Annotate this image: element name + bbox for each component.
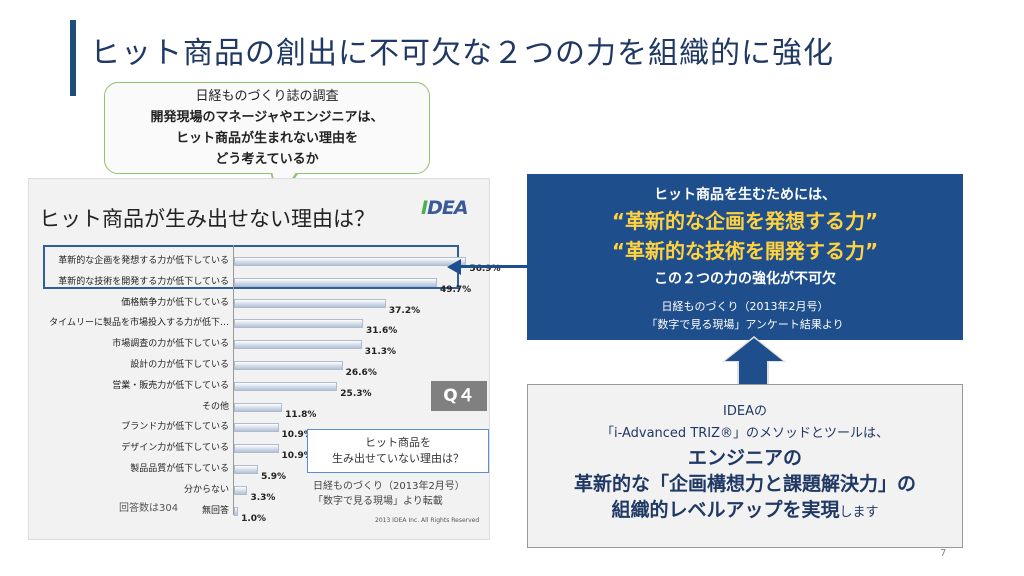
- key-line4: この２つの力の強化が不可欠: [654, 271, 836, 287]
- key-source2: 「数字で見る現場」アンケート結果より: [646, 318, 844, 331]
- bar: [234, 319, 364, 329]
- key-source1: 日経ものづくり（2013年2月号）: [661, 300, 829, 313]
- chart-axis: [233, 245, 234, 515]
- up-arrow-body: [737, 361, 769, 385]
- solution-box: IDEAの 「i-Advanced TRIZ®」のメソッドとツールは、 エンジニ…: [527, 384, 963, 548]
- bar: [234, 381, 338, 391]
- bar: [234, 485, 248, 495]
- page-title: ヒット商品の創出に不可欠な２つの力を組織的に強化: [90, 36, 834, 71]
- bar-value-label: 49.7%: [439, 284, 472, 295]
- bar-value-label: 26.6%: [345, 368, 377, 378]
- bar-value-label: 31.6%: [366, 326, 398, 337]
- category-label: 無回答: [201, 505, 229, 516]
- bar: [234, 361, 343, 370]
- category-label: 設計の力が低下している: [130, 360, 229, 370]
- bar-value-label: 11.8%: [285, 409, 317, 420]
- key-message-box: ヒット商品を生むためには、 “革新的な企画を発想する力” “革新的な技術を開発す…: [527, 174, 963, 340]
- category-label: 市場調査の力が低下している: [112, 339, 229, 350]
- solution-line4: 革新的な「企画構想力と課題解決力」の: [573, 473, 916, 495]
- key-line2: “革新的な企画を発想する力”: [611, 209, 879, 233]
- chart-source: 日経ものづくり（2013年2月号） 「数字で見る現場」より転載: [313, 479, 465, 509]
- bar: [234, 465, 259, 474]
- bubble-line2: 開発現場のマネージャやエンジニアは、: [150, 110, 384, 125]
- solution-line2: 「i-Advanced TRIZ®」のメソッドとツールは、: [600, 426, 890, 441]
- bubble-line1: 日経ものづくり誌の調査: [195, 89, 339, 104]
- category-label: 革新的な企画を発想する力が低下している: [58, 256, 229, 266]
- category-label: 価格競争力が低下している: [121, 297, 229, 308]
- bar-value-label: 56.9%: [469, 264, 501, 274]
- bar-value-label: 1.0%: [241, 513, 267, 524]
- solution-line5: 組織的レベルアップを実現します: [611, 499, 879, 521]
- chart-source-line1: 日経ものづくり（2013年2月号）: [313, 481, 465, 492]
- chart-source-line2: 「数字で見る現場」より転載: [313, 496, 443, 507]
- up-arrow-inner: [725, 338, 783, 361]
- bar: [234, 257, 467, 266]
- bar: [234, 298, 386, 308]
- category-label: 製品品質が低下している: [130, 464, 229, 474]
- category-label: タイムリーに製品を市場投入する力が低下…: [49, 318, 229, 329]
- respondent-count: 回答数は304: [119, 503, 179, 514]
- bar-value-label: 3.3%: [250, 492, 276, 503]
- bar-value-label: 37.2%: [388, 305, 421, 316]
- category-label: その他: [201, 401, 229, 412]
- bubble-line3: ヒット商品が生まれない理由を: [175, 131, 358, 146]
- bar: [234, 423, 279, 433]
- idea-logo: IDEA: [421, 197, 469, 219]
- solution-line3: エンジニアの: [687, 447, 802, 469]
- bar: [234, 340, 362, 350]
- bubble-line4: どう考えているか: [215, 152, 319, 167]
- category-label: ブランド力が低下している: [121, 422, 229, 433]
- copyright: 2013 IDEA Inc. All Rights Reserved: [375, 517, 480, 524]
- category-label: デザイン力が低下している: [121, 443, 229, 454]
- key-line3: “革新的な技術を開発する力”: [611, 239, 879, 263]
- page-number: 7: [940, 548, 947, 559]
- solution-line1: IDEAの: [723, 404, 767, 419]
- q4-question-line2: 生み出せていない理由は？: [332, 452, 464, 465]
- key-line1: ヒット商品を生むためには、: [654, 187, 836, 203]
- category-label: 営業・販売力が低下している: [112, 380, 229, 391]
- bar: [234, 277, 437, 287]
- chart-panel: ヒット商品が生み出せない理由は？ IDEA 革新的な企画を発想する力が低下してい…: [28, 178, 501, 540]
- category-label: 革新的な技術を開発する力が低下している: [58, 276, 229, 287]
- bar-value-label: 25.3%: [340, 388, 372, 399]
- survey-bubble: 日経ものづくり誌の調査 開発現場のマネージャやエンジニアは、 ヒット商品が生まれ…: [104, 82, 430, 174]
- q4-badge: Q４: [431, 381, 487, 411]
- title-accent-bar: [70, 20, 76, 96]
- bar-value-label: 5.9%: [261, 472, 287, 482]
- bar: [234, 402, 283, 412]
- chart-title: ヒット商品が生み出せない理由は？: [39, 207, 375, 231]
- q4-question-box: ヒット商品を 生み出せていない理由は？: [307, 429, 489, 473]
- left-arrow-line: [460, 265, 528, 268]
- category-label: 分からない: [183, 484, 229, 495]
- bar: [234, 444, 279, 454]
- q4-question-line1: ヒット商品を: [365, 436, 431, 449]
- bar: [234, 506, 239, 516]
- bar-value-label: 10.9%: [281, 451, 313, 462]
- bar-value-label: 10.9%: [281, 430, 313, 441]
- bar-value-label: 31.3%: [364, 347, 397, 358]
- left-arrow-icon: [447, 259, 461, 275]
